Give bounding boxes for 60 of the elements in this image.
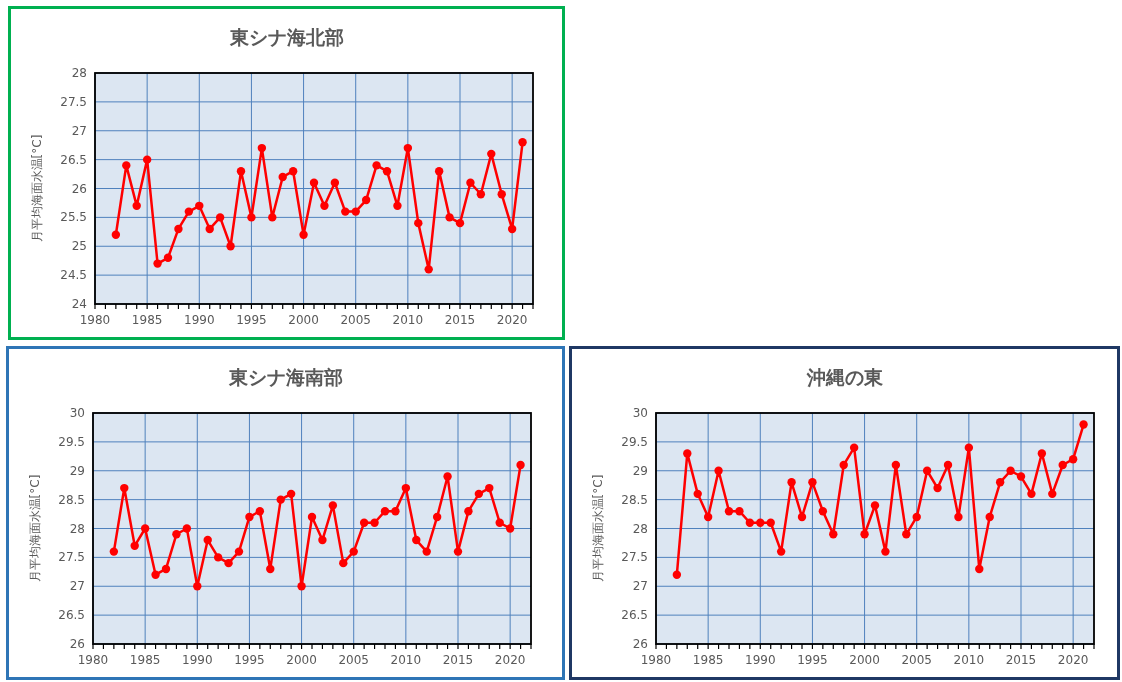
y-axis-title: 月平均海面水温[°C] [591, 474, 605, 583]
y-tick-label: 25.5 [60, 210, 87, 225]
x-tick-label: 2020 [1057, 653, 1089, 667]
x-tick-label: 2020 [496, 313, 528, 327]
y-tick-label: 29 [69, 463, 85, 478]
y-tick-label: 26 [632, 637, 648, 651]
x-tick-label: 2010 [390, 653, 422, 667]
y-tick-label: 24.5 [60, 268, 87, 283]
x-tick-label: 2005 [338, 653, 369, 667]
chart-title: 東シナ海南部 [227, 366, 343, 388]
y-tick-label: 27.5 [60, 94, 87, 109]
chart-title: 東シナ海北部 [228, 26, 344, 48]
y-tick-label: 26.5 [60, 152, 87, 167]
x-tick-label: 1980 [640, 653, 672, 667]
y-tick-label: 30 [632, 406, 648, 420]
x-tick-label: 1990 [182, 653, 213, 667]
y-tick-label: 27.5 [621, 550, 648, 565]
y-tick-label: 28 [632, 521, 648, 536]
x-tick-label: 2010 [392, 313, 424, 327]
y-tick-label: 26.5 [58, 608, 85, 623]
x-tick-label: 2015 [1005, 653, 1037, 667]
x-tick-label: 2015 [442, 653, 474, 667]
x-tick-label: 2010 [953, 653, 985, 667]
y-tick-label: 27 [69, 579, 85, 594]
x-tick-label: 2005 [901, 653, 932, 667]
x-tick-label: 1995 [234, 653, 265, 667]
y-tick-label: 28 [69, 521, 85, 536]
x-tick-label: 1995 [236, 313, 267, 327]
y-tick-label: 29.5 [621, 434, 648, 449]
y-tick-label: 29 [632, 463, 648, 478]
x-tick-label: 1995 [797, 653, 828, 667]
x-tick-label: 1990 [745, 653, 776, 667]
y-tick-label: 26.5 [621, 608, 648, 623]
chart-title: 沖縄の東 [805, 366, 884, 388]
y-tick-label: 25 [71, 239, 87, 254]
x-tick-label: 1985 [129, 653, 161, 667]
y-tick-label: 28 [71, 66, 87, 80]
x-tick-label: 1980 [79, 313, 111, 327]
x-tick-label: 2000 [286, 653, 317, 667]
y-axis-title: 月平均海面水温[°C] [30, 134, 44, 243]
x-tick-label: 2000 [288, 313, 319, 327]
y-tick-label: 30 [69, 406, 85, 420]
y-tick-label: 29.5 [58, 434, 85, 449]
y-tick-label: 28.5 [58, 492, 85, 507]
x-tick-label: 1985 [692, 653, 724, 667]
x-tick-label: 1985 [131, 313, 163, 327]
x-tick-label: 2000 [849, 653, 880, 667]
x-tick-label: 2005 [340, 313, 371, 327]
x-tick-label: 1990 [184, 313, 215, 327]
y-tick-label: 28.5 [621, 492, 648, 507]
y-tick-label: 26 [71, 181, 87, 196]
y-tick-label: 27 [632, 579, 648, 594]
x-tick-label: 2015 [444, 313, 476, 327]
y-tick-label: 24 [71, 297, 87, 311]
x-tick-label: 2020 [494, 653, 526, 667]
x-tick-label: 1980 [77, 653, 109, 667]
y-axis-title: 月平均海面水温[°C] [28, 474, 42, 583]
y-tick-label: 26 [69, 637, 85, 651]
y-tick-label: 27.5 [58, 550, 85, 565]
y-tick-label: 27 [71, 123, 87, 138]
